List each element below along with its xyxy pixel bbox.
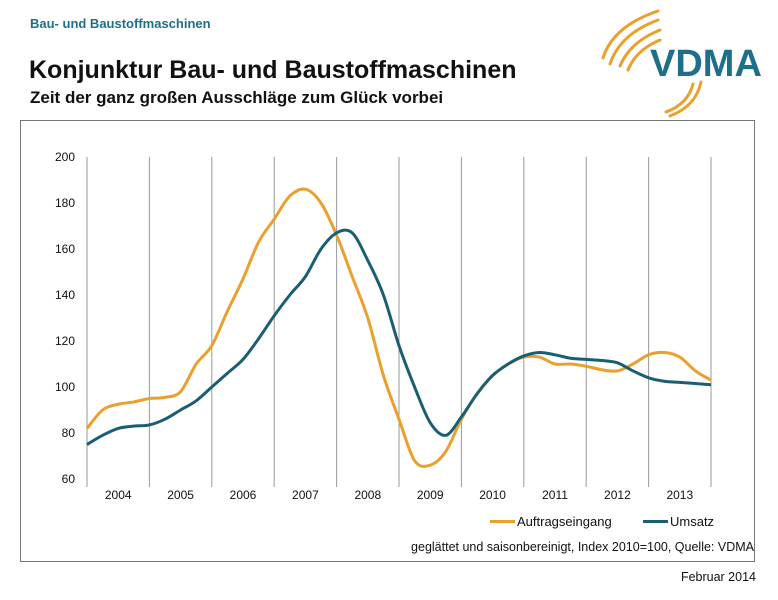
x-tick-label: 2013: [666, 488, 693, 502]
x-tick-label: 2010: [479, 488, 506, 502]
x-tick-label: 2012: [604, 488, 631, 502]
legend-swatch-blue: [643, 520, 668, 523]
section-label: Bau- und Baustoffmaschinen: [30, 16, 211, 31]
y-tick-label: 80: [62, 426, 76, 440]
series-line-umsatz: [86, 228, 712, 446]
legend-swatch-orange: [490, 520, 515, 523]
svg-text:VDMA: VDMA: [650, 43, 762, 85]
x-tick-label: 2004: [105, 488, 132, 502]
x-tick-label: 2005: [167, 488, 194, 502]
y-tick-label: 120: [55, 334, 75, 348]
date-label: Februar 2014: [680, 570, 756, 584]
x-tick-label: 2006: [230, 488, 257, 502]
legend-label: Umsatz: [670, 514, 715, 529]
legend-label: Auftragseingang: [517, 514, 612, 529]
source-note: geglättet und saisonbereinigt, Index 201…: [411, 540, 754, 554]
series-line-auftragseingang: [85, 187, 712, 468]
y-tick-label: 140: [55, 288, 75, 302]
y-tick-label: 100: [55, 380, 75, 394]
legend-item-umsatz: Umsatz: [643, 514, 714, 529]
legend-item-auftragseingang: Auftragseingang: [490, 514, 612, 529]
x-tick-label: 2007: [292, 488, 319, 502]
vdma-logo: VDMA: [601, 9, 762, 118]
y-tick-label: 200: [55, 150, 75, 164]
y-tick-label: 60: [62, 472, 76, 486]
x-tick-label: 2011: [542, 488, 568, 502]
y-tick-label: 180: [55, 196, 75, 210]
x-tick-label: 2009: [417, 488, 444, 502]
chart-frame: [20, 120, 755, 562]
page-title: Konjunktur Bau- und Baustoffmaschinen: [29, 56, 517, 84]
y-tick-label: 160: [55, 242, 75, 256]
page-subtitle: Zeit der ganz großen Ausschläge zum Glüc…: [30, 88, 444, 107]
x-tick-label: 2008: [354, 488, 381, 502]
